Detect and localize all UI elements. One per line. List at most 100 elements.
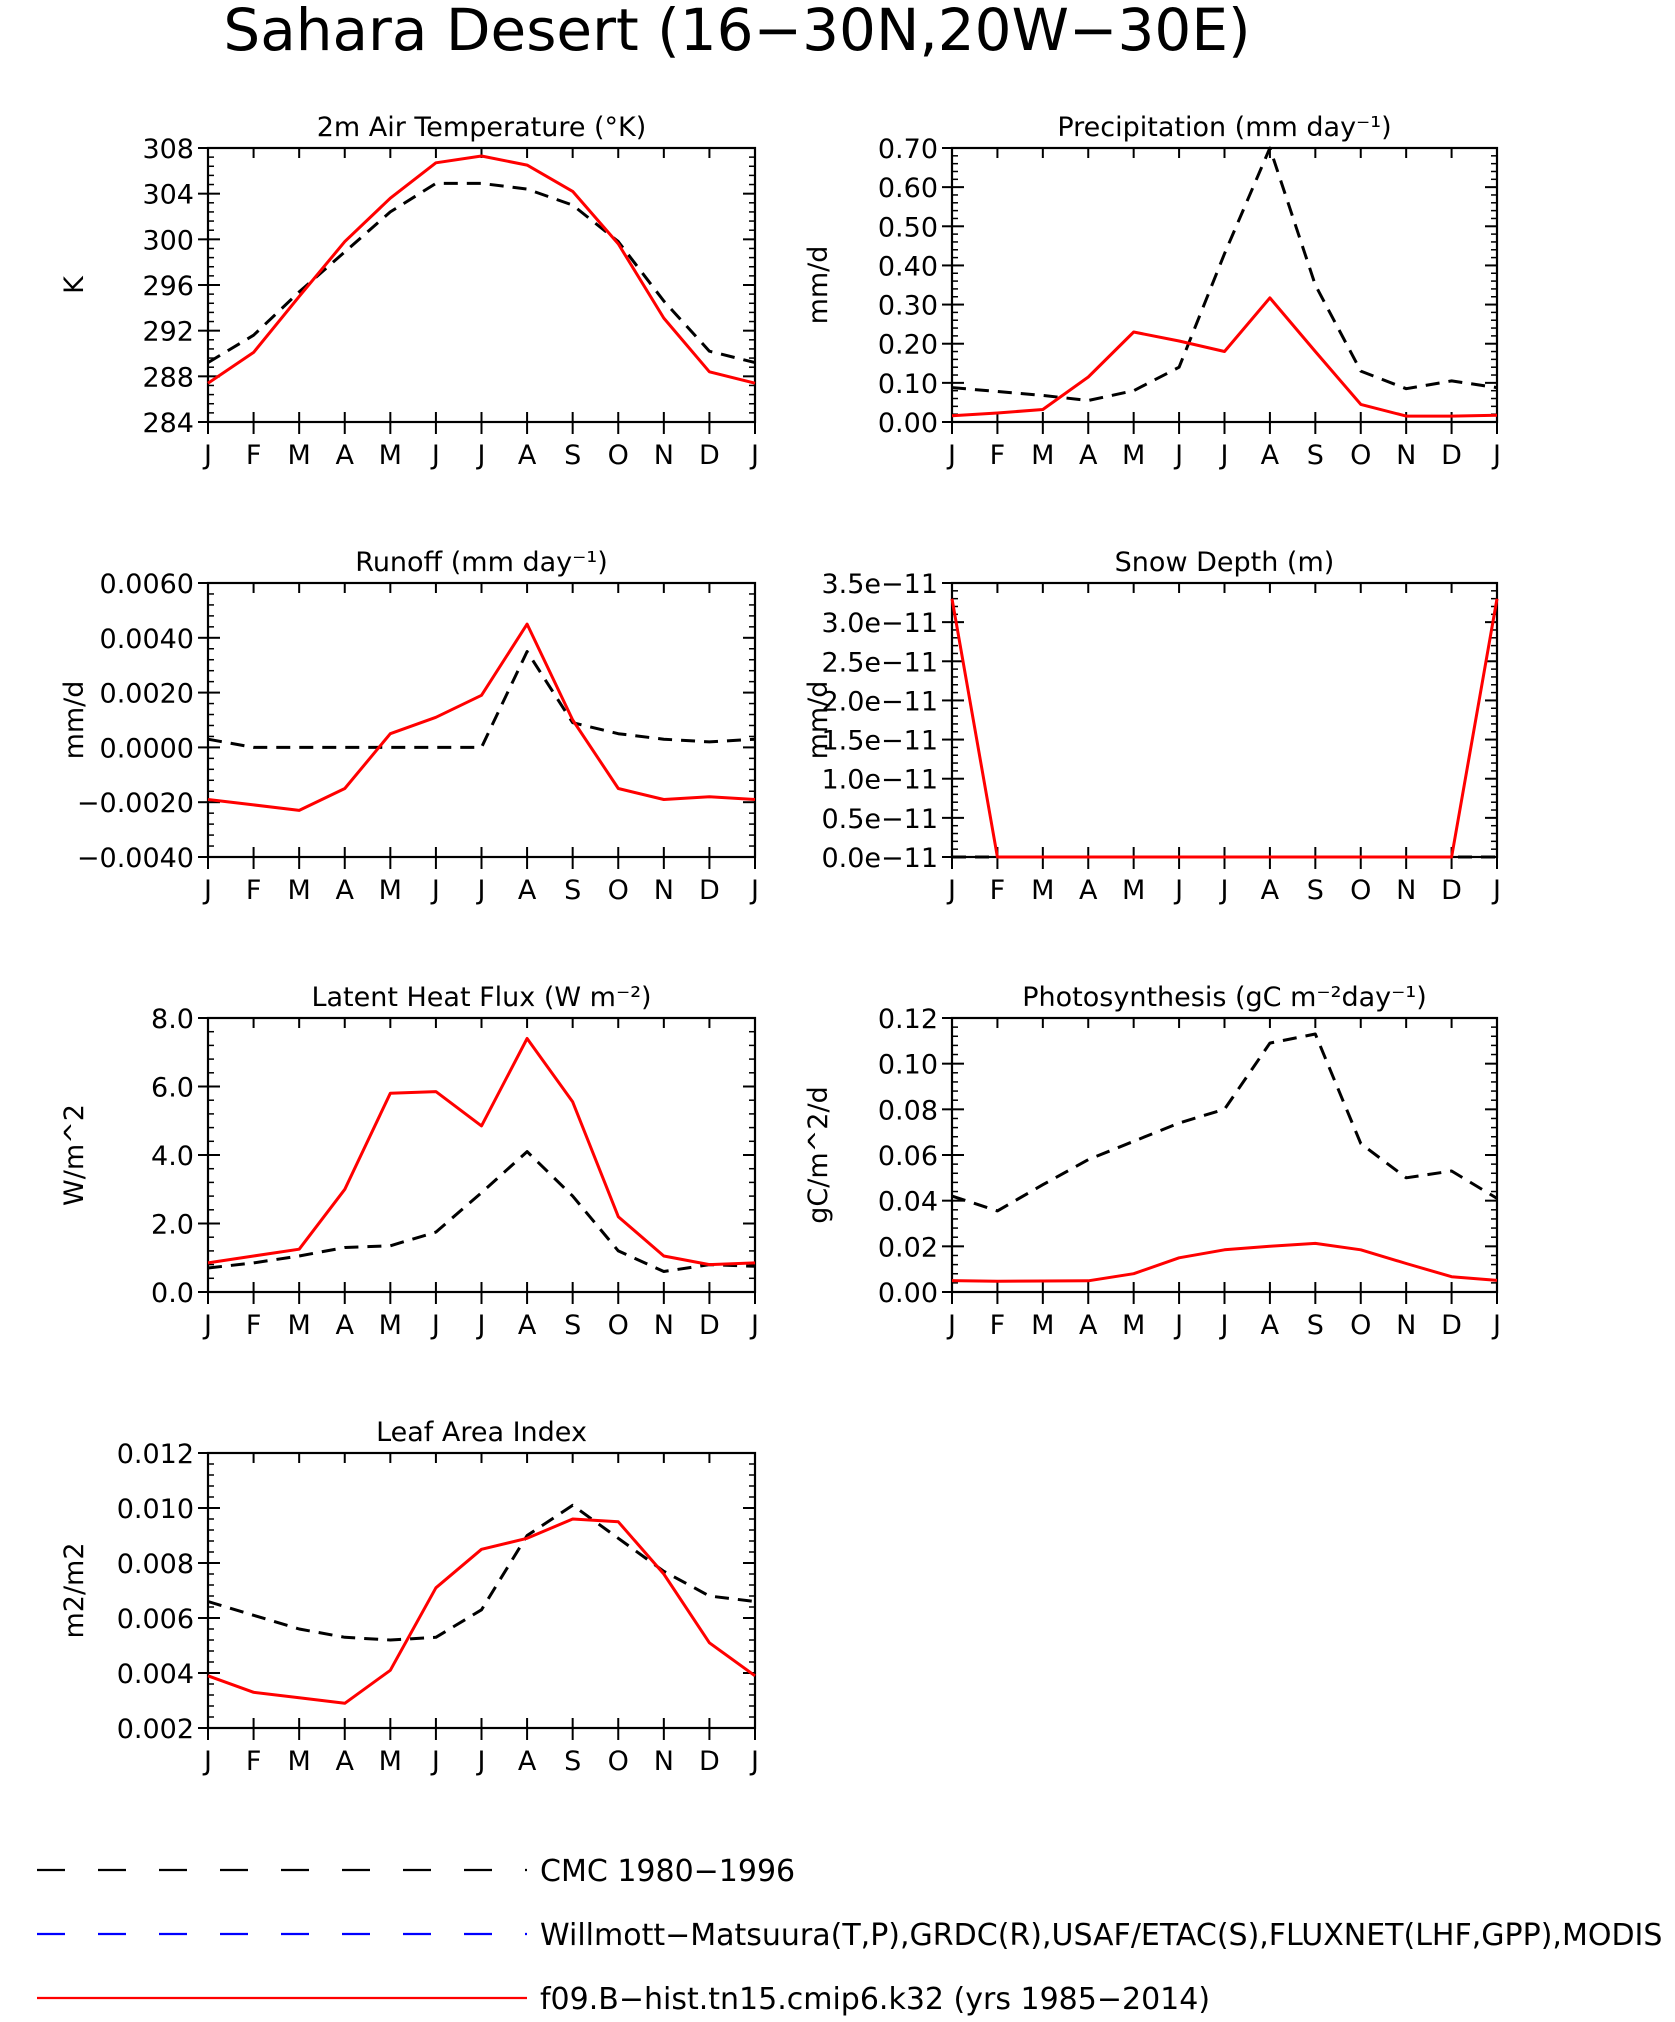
x-tick-label: J: [430, 875, 440, 906]
plot-frame: [206, 146, 757, 424]
x-tick-label: S: [564, 440, 581, 471]
y-tick-label: 296: [142, 271, 194, 302]
panel-title: Precipitation (mm day⁻¹): [1057, 112, 1391, 143]
y-tick-label: 2.0: [151, 1210, 194, 1241]
x-tick-label: S: [1307, 1310, 1324, 1341]
x-tick-label: M: [288, 1310, 311, 1341]
y-tick-label: 0.70: [878, 134, 938, 165]
x-tick-label: A: [518, 1310, 537, 1341]
y-tick-label: 0.02: [878, 1232, 938, 1263]
x-tick-label: D: [699, 875, 720, 906]
x-tick-label: J: [946, 875, 956, 906]
x-tick-label: S: [564, 1746, 581, 1777]
plot-frame: [206, 581, 757, 859]
y-tick-label: 0.0000: [100, 733, 194, 764]
y-tick-label: 1.0e−11: [821, 765, 938, 796]
panel-title: Leaf Area Index: [376, 1417, 587, 1448]
x-tick-label: D: [699, 1310, 720, 1341]
x-tick-label: J: [202, 1746, 212, 1777]
series-line-model: [207, 1037, 756, 1267]
y-tick-label: 0.5e−11: [821, 804, 938, 835]
x-tick-label: N: [654, 1746, 674, 1777]
figure-title: Sahara Desert (16−30N,20W−30E): [223, 0, 1250, 64]
x-tick-label: M: [288, 875, 311, 906]
y-tick-label: 284: [142, 408, 194, 439]
x-tick-label: F: [246, 1746, 262, 1777]
x-tick-label: J: [430, 1310, 440, 1341]
panel-leaf-area: Leaf Area Index m2/m2 0.002 0.004 0.006 0.008…: [59, 1417, 759, 1777]
x-tick-label: A: [1261, 875, 1280, 906]
y-tick-label: 0.30: [878, 291, 938, 322]
x-tick-label: J: [1219, 875, 1229, 906]
y-axis-label: m2/m2: [59, 1542, 90, 1638]
x-tick-label: S: [1307, 875, 1324, 906]
x-tick-label: A: [336, 1746, 355, 1777]
y-tick-label: 308: [142, 134, 194, 165]
panel-latent-heat: Latent Heat Flux (W m⁻²) W/m^2 0.0 2.0 4.0 6.…: [59, 982, 759, 1341]
x-tick-label: J: [430, 1746, 440, 1777]
x-tick-label: J: [749, 440, 759, 471]
y-tick-label: 0.006: [117, 1604, 194, 1635]
x-tick-label: A: [1261, 440, 1280, 471]
y-tick-label: −0.0020: [77, 788, 194, 819]
y-tick-label: 0.10: [878, 369, 938, 400]
x-tick-label: O: [1350, 1310, 1371, 1341]
series-line-cmc: [207, 181, 756, 365]
x-tick-label: J: [476, 1310, 486, 1341]
x-tick-label: D: [699, 440, 720, 471]
x-tick-label: M: [379, 875, 402, 906]
series-line-model: [207, 622, 756, 812]
y-tick-label: 0.12: [878, 1004, 938, 1035]
y-tick-label: 2.0e−11: [821, 686, 938, 717]
y-tick-label: 4.0: [151, 1141, 194, 1172]
x-tick-label: A: [336, 1310, 355, 1341]
panel-title: Latent Heat Flux (W m⁻²): [311, 982, 651, 1013]
x-tick-label: O: [1350, 875, 1371, 906]
y-tick-label: 1.5e−11: [821, 726, 938, 757]
x-tick-label: M: [1031, 875, 1054, 906]
x-tick-label: N: [1396, 875, 1416, 906]
x-tick-label: D: [1441, 875, 1462, 906]
series-line-model: [207, 154, 756, 385]
x-tick-label: J: [202, 440, 212, 471]
y-tick-label: 304: [142, 180, 194, 211]
legend-entry: f09.B−hist.tn15.cmip6.k32 (yrs 1985−2014…: [37, 1982, 1210, 2017]
plot-frame: [950, 581, 1499, 859]
x-tick-label: S: [1307, 440, 1324, 471]
x-tick-label: S: [564, 875, 581, 906]
y-tick-label: 0.012: [117, 1439, 194, 1470]
x-tick-label: N: [654, 440, 674, 471]
x-tick-label: F: [990, 440, 1006, 471]
y-tick-label: 3.0e−11: [821, 608, 938, 639]
x-tick-label: A: [1079, 440, 1098, 471]
y-tick-label: 6.0: [151, 1073, 194, 1104]
y-tick-label: 292: [142, 317, 194, 348]
x-tick-label: D: [699, 1746, 720, 1777]
y-tick-label: 0.0040: [100, 624, 194, 655]
y-tick-label: 0.0: [151, 1278, 194, 1309]
y-tick-label: 0.010: [117, 1494, 194, 1525]
x-tick-label: D: [1441, 1310, 1462, 1341]
x-tick-label: F: [990, 1310, 1006, 1341]
panel-photosynthesis: Photosynthesis (gC m⁻²day⁻¹) gC/m^2/d 0.00…: [803, 982, 1501, 1341]
x-tick-label: M: [1031, 1310, 1054, 1341]
y-tick-label: 0.002: [117, 1714, 194, 1745]
series-line-cmc: [951, 146, 1498, 402]
x-tick-label: F: [246, 1310, 262, 1341]
x-tick-label: O: [608, 1310, 629, 1341]
x-tick-label: A: [336, 440, 355, 471]
x-tick-label: M: [379, 1310, 402, 1341]
series-line-model: [207, 1517, 756, 1705]
y-axis-label: gC/m^2/d: [803, 1086, 834, 1223]
x-tick-label: A: [336, 875, 355, 906]
panels: 2m Air Temperature (°K) K 284 288 292 296 300 3…: [59, 112, 1501, 1777]
legend-label: f09.B−hist.tn15.cmip6.k32 (yrs 1985−2014…: [540, 1982, 1210, 2017]
legend: CMC 1980−1996 Willmott−Matsuura(T,P),GRDC…: [37, 1854, 1662, 2017]
x-tick-label: J: [476, 1746, 486, 1777]
series-line-cmc: [951, 1032, 1498, 1213]
x-tick-label: J: [1219, 440, 1229, 471]
y-tick-label: 0.00: [878, 1278, 938, 1309]
x-tick-label: M: [288, 1746, 311, 1777]
y-tick-label: 0.00: [878, 408, 938, 439]
x-tick-label: N: [1396, 440, 1416, 471]
